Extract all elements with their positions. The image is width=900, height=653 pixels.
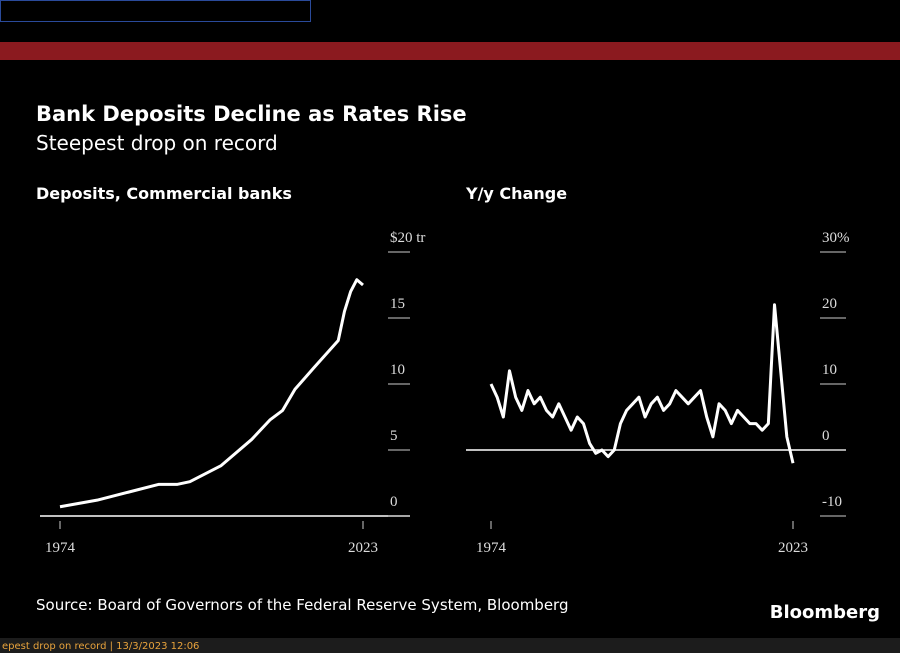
- status-bar: [0, 638, 900, 653]
- x-tick-label: 1974: [476, 540, 507, 556]
- y-tick-label: 30%: [822, 230, 850, 246]
- y-tick-label: -10: [822, 494, 842, 510]
- y-tick-label: 10: [822, 362, 837, 378]
- title: Bank Deposits Decline as Rates Rise: [36, 102, 467, 126]
- y-tick-label: 5: [390, 428, 398, 444]
- source: Source: Board of Governors of the Federa…: [36, 596, 569, 614]
- red-bar: [0, 42, 900, 60]
- y-tick-label: 15: [390, 296, 405, 312]
- subtitle: Steepest drop on record: [36, 131, 278, 155]
- panel-title: Deposits, Commercial banks: [36, 184, 292, 203]
- data-line: [489, 303, 795, 464]
- y-tick-label: 0: [822, 428, 830, 444]
- x-tick-label: 2023: [348, 540, 378, 556]
- x-tick-label: 1974: [45, 540, 76, 556]
- brand: Bloomberg: [770, 602, 880, 623]
- y-tick-label: 20: [822, 296, 837, 312]
- data-line: [59, 278, 364, 509]
- y-tick-label: 0: [390, 494, 398, 510]
- y-tick-label: $20 tr: [390, 230, 425, 246]
- x-tick-label: 2023: [778, 540, 808, 556]
- y-tick-label: 10: [390, 362, 405, 378]
- top-box: [0, 0, 311, 22]
- panel-title: Y/y Change: [465, 184, 567, 203]
- status-text: epest drop on record | 13/3/2023 12:06: [2, 641, 199, 652]
